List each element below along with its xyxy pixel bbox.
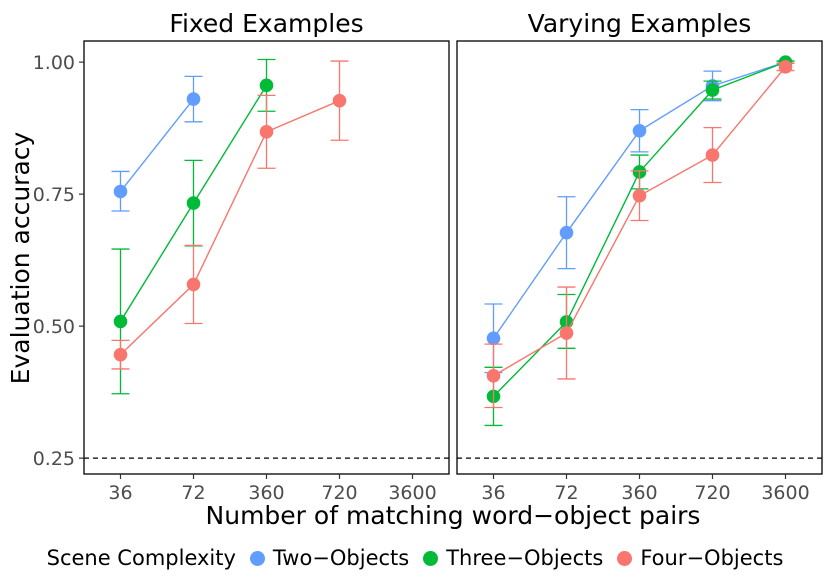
data-point [705,148,720,162]
legend-four-objects-marker-icon [617,550,633,566]
data-point [186,277,201,292]
x-tick-label: 360 [248,482,284,504]
panel-title: Fixed Examples [169,9,363,38]
x-tick-label: 360 [621,482,657,504]
legend-item-four-objects: Four−Objects [617,546,783,570]
data-point [186,196,201,210]
data-point [259,78,274,93]
series-line [120,100,340,356]
data-point [486,368,501,383]
y-tick-label: 0.50 [33,316,75,338]
legend-label: Three−Objects [446,546,604,570]
data-point [332,93,347,108]
x-tick-label: 720 [321,482,357,504]
x-tick-label: 36 [481,482,505,504]
x-tick-label: 720 [694,482,730,504]
legend-item-two-objects: Two−Objects [249,546,410,570]
chart: Evaluation accuracy Number of matching w… [6,9,823,530]
data-point [705,83,720,97]
data-point [559,225,574,240]
data-point [186,92,201,106]
y-tick-label: 0.25 [33,448,75,470]
y-axis-label: Evaluation accuracy [6,131,35,384]
legend-three-objects-marker-icon [423,550,439,566]
y-tick-label: 1.00 [33,52,75,74]
legend-label: Four−Objects [640,546,784,570]
data-point [632,123,647,138]
data-point [113,347,128,362]
data-point [632,188,647,203]
data-point [486,331,501,346]
legend: Scene Complexity Two−Objects Three−Objec… [0,540,830,576]
x-tick-label: 36 [108,482,132,504]
data-point [113,184,128,199]
series-line [119,98,195,192]
x-tick-label: 72 [554,482,578,504]
x-tick-label: 3600 [388,482,436,504]
x-tick-label: 3600 [761,482,809,504]
data-point [113,314,128,329]
data-point [559,326,574,340]
panel-title: Varying Examples [528,9,752,38]
legend-two-objects-marker-icon [249,550,265,566]
panel-frame [456,40,823,475]
y-tick-label: 0.75 [33,184,75,206]
legend-item-three-objects: Three−Objects [423,546,603,570]
x-tick-label: 72 [181,482,205,504]
legend-title: Scene Complexity [46,546,236,570]
data-point [259,125,274,139]
x-axis-label: Number of matching word−object pairs [206,501,701,530]
legend-label: Two−Objects [272,546,410,570]
data-point [778,60,793,74]
